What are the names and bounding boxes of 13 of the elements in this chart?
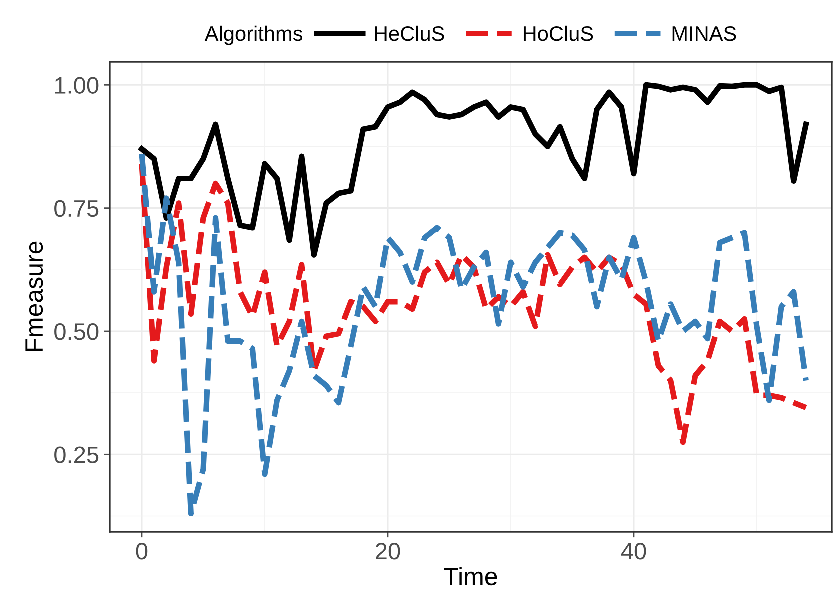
y-axis-title: Fmeasure (26, 242, 44, 352)
x-tick-label: 40 (621, 543, 646, 560)
x-axis-title: Time (444, 567, 498, 586)
legend-title: Algorithms (204, 26, 303, 46)
legend-label: MINAS (672, 26, 736, 42)
y-tick-label: 1.00 (55, 77, 99, 94)
y-tick-label: 0.50 (54, 324, 99, 340)
legend-label: HeCluS (375, 26, 444, 42)
x-tick-label: 20 (376, 543, 400, 560)
y-tick-label: 0.75 (54, 200, 99, 218)
y-tick-label: 0.25 (54, 446, 99, 464)
x-tick-label: 0 (136, 543, 148, 560)
legend-label: HoCluS (524, 26, 594, 42)
